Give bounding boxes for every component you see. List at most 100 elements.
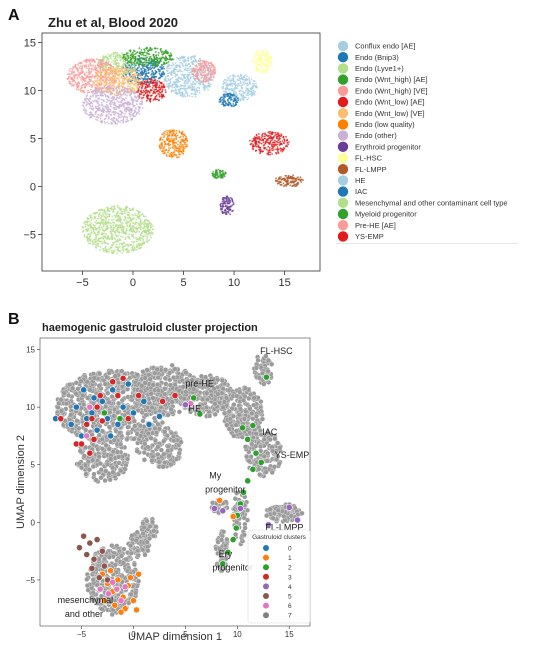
cell-point [124,380,132,388]
cell-point [88,409,96,417]
legend-swatch [263,602,269,609]
cluster-annotation: HE [189,404,202,414]
legend-item: 7 [263,612,292,620]
legend-label: FL-LMPP [355,165,387,174]
legend-label: Endo (Lyve1+) [355,64,404,73]
legend-item: 4 [263,583,292,591]
y-axis-label: UMAP dimension 2 [15,435,27,529]
cell-point [83,551,91,558]
x-tick-label: 0 [131,630,136,639]
cell-point [232,524,240,532]
cell-point [93,426,101,434]
x-tick-label: 10 [233,630,242,639]
legend-item: 3 [263,573,292,581]
cell-point [130,597,137,605]
cell-point [117,608,125,616]
cell-point [224,548,232,556]
cluster-annotation: My [209,471,221,481]
y-tick-label: −5 [23,230,36,242]
cell-point [159,397,166,405]
legend-label: Conflux endo [AE] [355,42,415,51]
legend-label: Myeloid progenitor [355,210,417,219]
cell-point [80,532,88,540]
cell-point [124,415,132,423]
legend-swatch [337,119,349,130]
panel-a-umap-plot: −5 0 5 10 15 −5 0 5 10 15 [23,32,321,289]
legend-item: Endo (Wnt_high) [VE] [337,85,428,97]
x-tick-label: 5 [183,630,188,639]
legend-label: 7 [288,613,292,620]
legend-item: FL-HSC [337,152,383,164]
cell-point [114,420,122,428]
cluster-cells-15 [211,168,227,180]
cell-point [140,397,148,405]
legend-label: IAC [355,187,368,196]
cluster-cells-14 [81,204,154,255]
cell-point [95,574,103,582]
legend-item: Endo (Wnt_low) [VE] [337,108,425,119]
cell-point [249,465,257,473]
cluster-cells-16 [191,59,217,83]
legend-swatch [337,40,349,52]
cell-point [88,565,96,572]
legend-title: Gastruloid clusters [252,534,307,541]
cell-point [211,505,218,512]
legend-swatch [263,564,269,571]
cell-point [80,386,88,394]
cell-point [121,583,129,591]
cell-point [86,449,94,457]
cluster-annotation: Ery [219,549,233,559]
legend-label: HE [355,176,365,185]
cell-point [244,435,252,443]
legend-label: Pre-HE [AE] [355,221,396,230]
x-tick-label: 5 [180,277,186,289]
cell-point [76,544,83,552]
cell-point [285,503,293,511]
legend-label: 1 [288,555,292,562]
cell-point [229,536,237,543]
cell-point [57,415,65,423]
cell-point [107,432,115,440]
y-tick-label: 15 [24,38,36,50]
panel-a-cells [66,46,304,255]
legend-swatch [337,197,349,208]
legend-label: Endo (Wnt_low) [VE] [355,109,425,118]
cell-point [135,570,143,578]
cell-point [249,422,257,429]
panel-b-title: haemogenic gastruloid cluster projection [42,322,258,334]
cell-point [265,521,272,529]
cell-point [90,394,98,402]
cell-point [156,412,163,420]
cell-point [145,420,153,428]
cell-point [130,409,137,417]
legend-item: YS-EMP [337,231,384,242]
panel-a-legend: Conflux endo [AE] Endo (Bnip3) Endo (Lyve1… [336,40,518,245]
cell-point [100,562,108,570]
cell-point [83,420,91,428]
cell-point [262,373,270,381]
cell-point [219,560,227,568]
legend-label: 3 [288,574,292,581]
legend-label: Endo (Wnt_low) [AE] [355,98,425,107]
legend-label: Erythroid progenitor [355,142,421,151]
legend-label: Endo (Wnt_high) [AE] [355,75,428,84]
cluster-cells-5 [135,78,167,103]
x-tick-label: 15 [285,630,294,639]
cluster-annotation: YS-EMP [275,450,310,460]
cell-point [93,403,101,411]
legend-label: 6 [288,603,292,610]
legend-item: Endo (Wnt_high) [AE] [337,74,428,85]
legend-swatch [263,573,269,580]
cell-point [196,410,204,418]
cluster-annotation: pre-HE [185,378,214,388]
legend-swatch [263,593,269,599]
cell-point [109,378,117,386]
legend-swatch [337,96,349,108]
panel-b-letter: B [8,311,20,328]
cluster-cells-11 [274,174,304,188]
legend-label: Mesenchymal and other contaminant cell t… [355,198,508,207]
legend-item: Myeloid progenitor [337,208,417,220]
cell-point [107,567,115,575]
legend-item: 0 [263,545,292,553]
